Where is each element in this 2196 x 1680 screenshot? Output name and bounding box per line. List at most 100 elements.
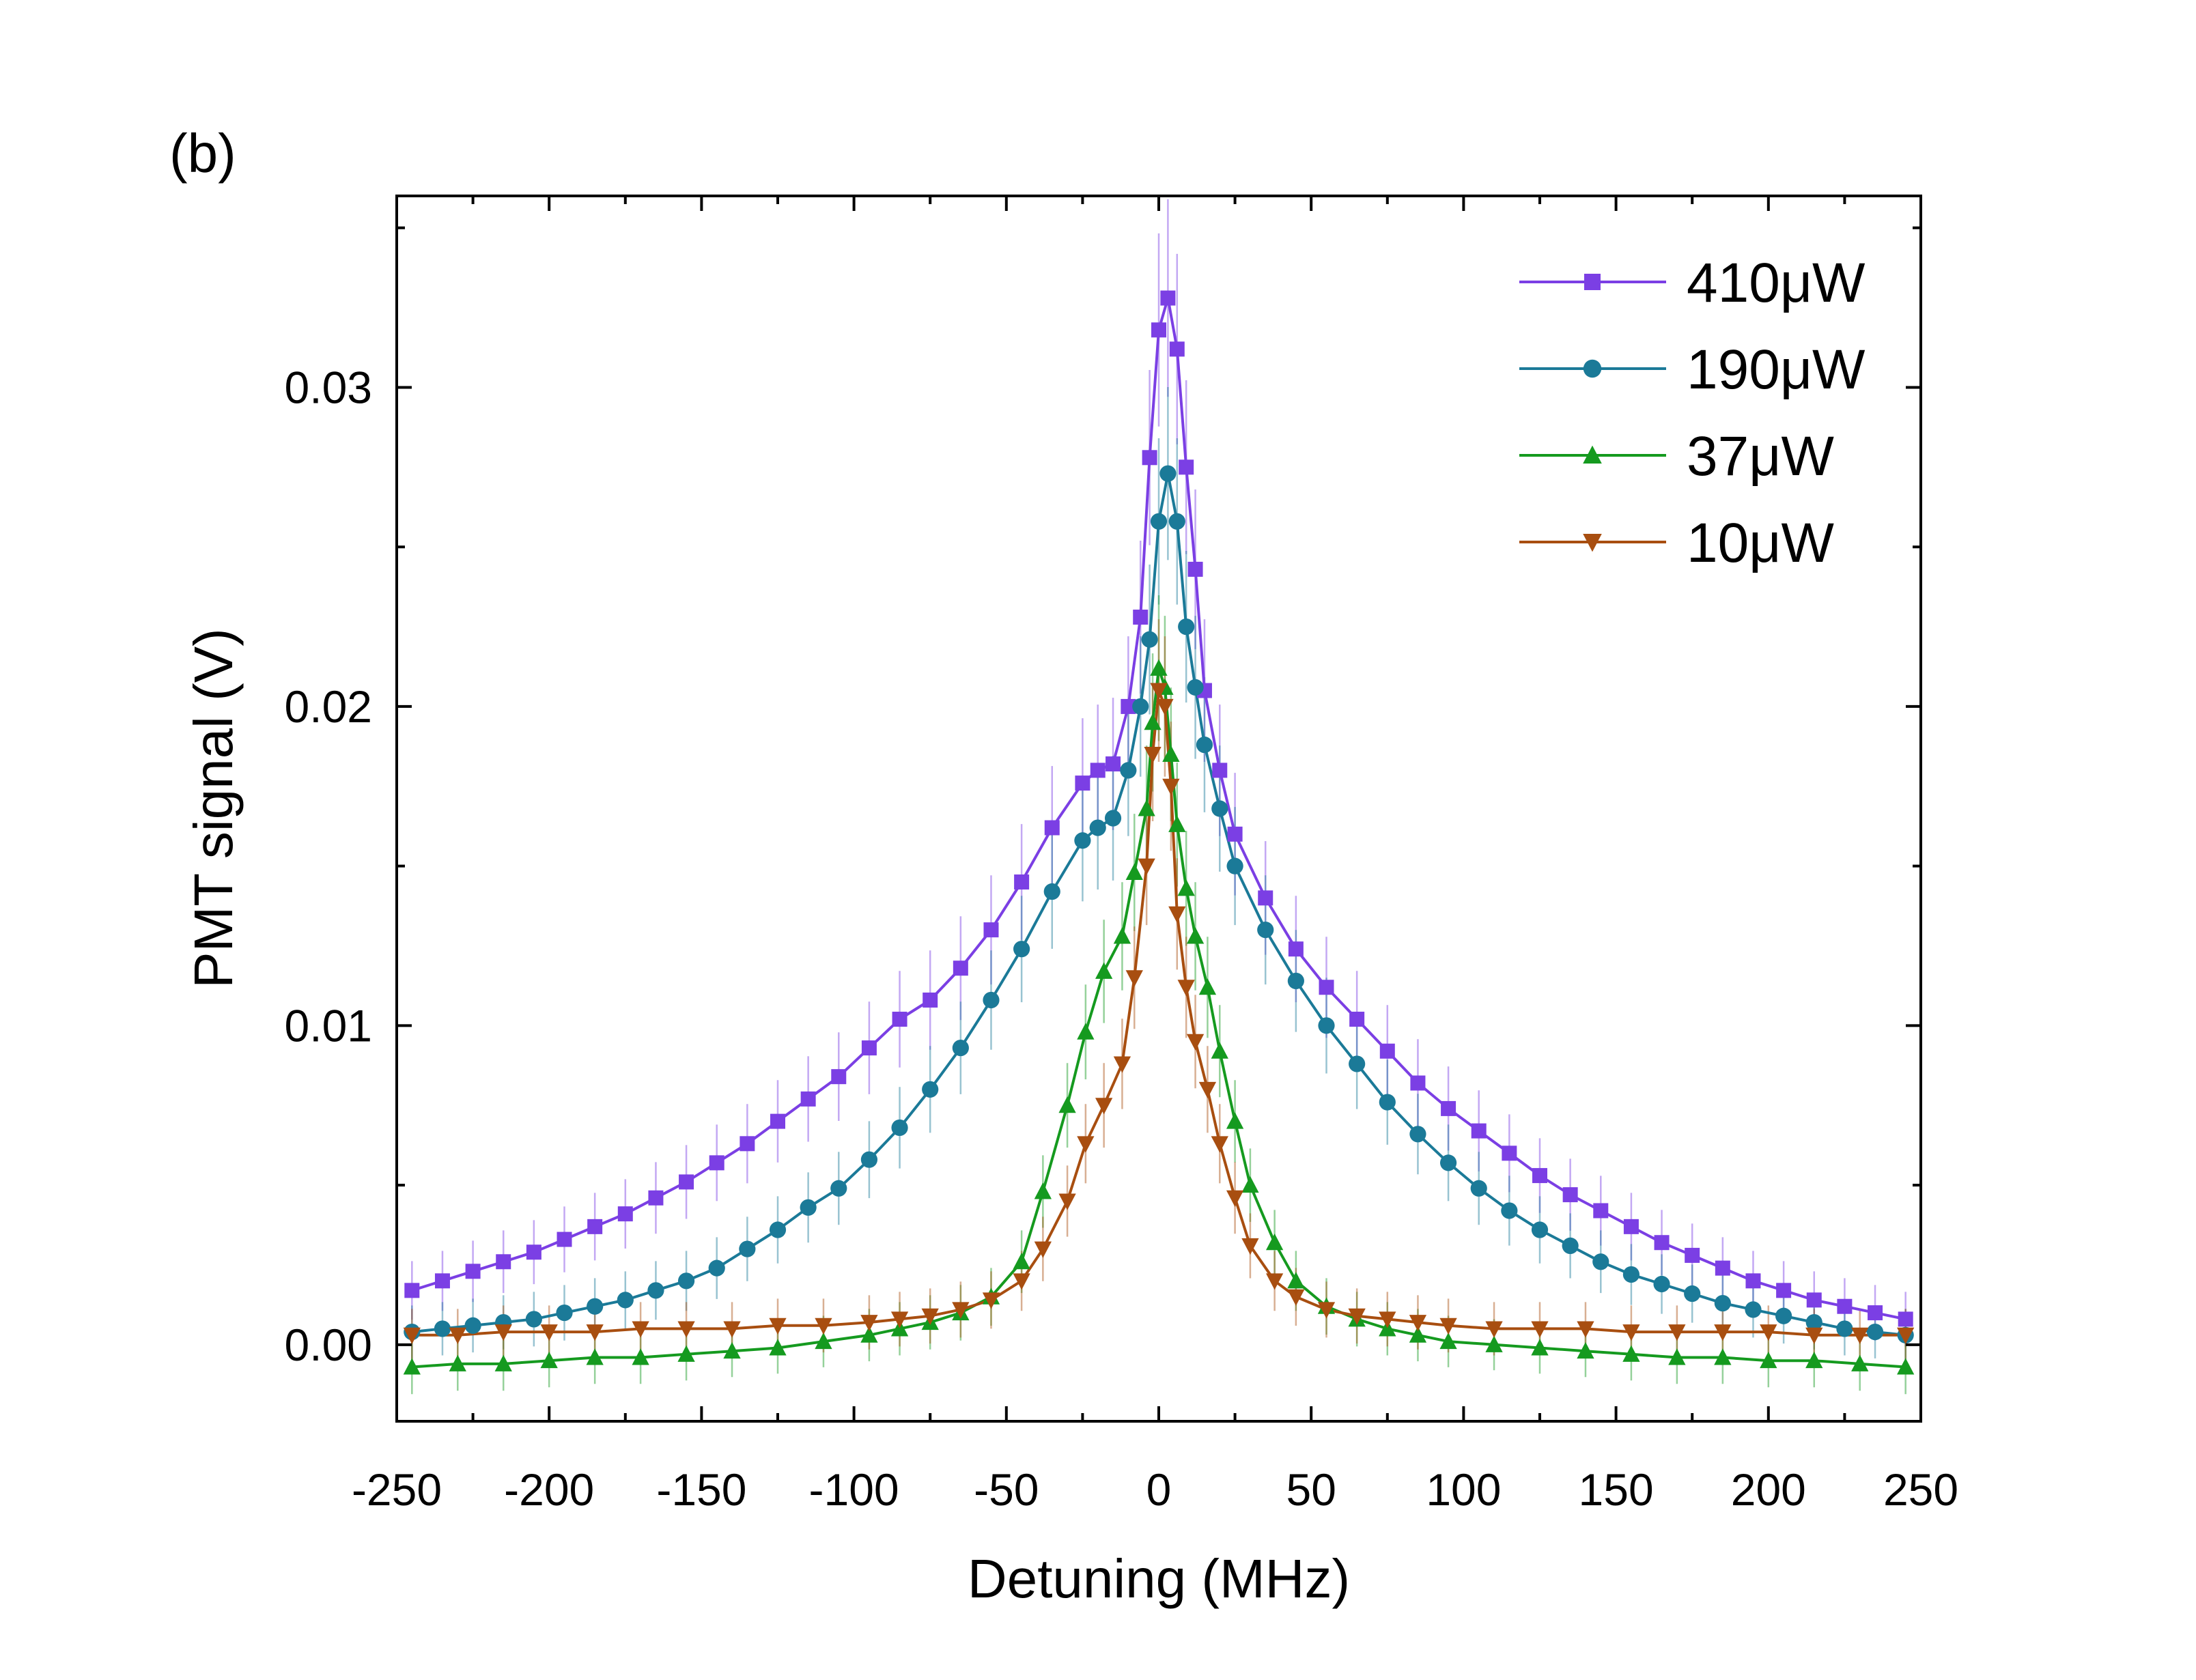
- series-3-point: [815, 1332, 832, 1350]
- series-4-point: [1409, 1315, 1427, 1332]
- series-1-point: [1776, 1283, 1792, 1298]
- series-1-point: [740, 1136, 755, 1152]
- series-3-point: [1577, 1341, 1594, 1359]
- series-3-point: [1851, 1354, 1869, 1371]
- series-1-point: [1142, 450, 1157, 466]
- series-2-point: [1439, 1154, 1457, 1171]
- series-2-point: [1349, 1055, 1366, 1072]
- series-1-point: [831, 1069, 847, 1085]
- series-2-point: [1775, 1307, 1792, 1324]
- series-4-point: [1287, 1289, 1305, 1306]
- series-4-point: [1379, 1311, 1396, 1328]
- series-2-point: [1714, 1294, 1731, 1312]
- series-1-point: [1562, 1187, 1578, 1203]
- series-1-point: [526, 1244, 541, 1260]
- series-4-point: [1805, 1327, 1823, 1344]
- series-4-point: [815, 1318, 832, 1335]
- series-2-point: [1501, 1202, 1518, 1219]
- legend-marker: [1583, 359, 1602, 378]
- series-4-point: [1168, 906, 1186, 923]
- series-2-point: [1074, 832, 1091, 849]
- series-2-point: [1226, 857, 1243, 874]
- series-3-point: [449, 1354, 466, 1371]
- series-2-point: [1211, 800, 1228, 817]
- series-1-point: [953, 960, 968, 976]
- series-1-point: [1898, 1311, 1913, 1327]
- series-1-point: [679, 1174, 694, 1190]
- series-2-point: [1592, 1253, 1609, 1270]
- series-2-point: [1805, 1313, 1822, 1331]
- series-1-point: [1258, 890, 1273, 906]
- series-1-point: [923, 992, 938, 1008]
- series-1-point: [1179, 459, 1194, 475]
- x-tick-label: 200: [1731, 1464, 1806, 1515]
- series-4-point: [1317, 1302, 1336, 1319]
- series-3-point: [1125, 863, 1143, 880]
- series-2-point: [1379, 1094, 1396, 1111]
- series-2-point: [1562, 1237, 1579, 1255]
- series-2-point: [647, 1282, 664, 1299]
- series-2-point: [891, 1119, 908, 1137]
- series-2-point: [1187, 679, 1204, 696]
- series-4-point: [1577, 1321, 1594, 1338]
- series-3-point: [1265, 1234, 1284, 1251]
- series-4-point: [1714, 1324, 1732, 1341]
- series-4-point: [540, 1324, 558, 1341]
- series-1-point: [1090, 763, 1106, 778]
- series-2-point: [1043, 883, 1060, 900]
- y-tick-label: 0.00: [285, 1320, 372, 1370]
- series-2-point: [1178, 618, 1195, 636]
- series-3-point: [1113, 927, 1131, 944]
- series-1-point: [1106, 756, 1121, 772]
- series-3-point: [1485, 1335, 1503, 1352]
- series-4-point: [982, 1292, 1000, 1309]
- series-3-point: [1144, 713, 1162, 730]
- series-2-point: [1622, 1266, 1640, 1283]
- legend-label: 190μW: [1687, 339, 1866, 401]
- series-2-point: [769, 1221, 787, 1238]
- series-2-point: [1531, 1221, 1549, 1238]
- series-2-line: [412, 472, 1906, 1337]
- series-4-point: [1144, 747, 1162, 764]
- series-1-point: [1349, 1012, 1365, 1027]
- series-3-point: [1095, 962, 1113, 979]
- series-2-point: [1257, 922, 1274, 939]
- series-3-point: [1714, 1348, 1732, 1365]
- series-2-point: [708, 1259, 725, 1277]
- series-1-point: [1379, 1043, 1395, 1059]
- series-2-point: [556, 1304, 573, 1322]
- series-4-point: [1162, 778, 1180, 795]
- series-3-point: [1897, 1358, 1915, 1375]
- series-1-point: [1212, 763, 1228, 778]
- legend-label: 10μW: [1687, 512, 1834, 574]
- series-2-point: [1013, 941, 1030, 958]
- series-3-point: [1805, 1351, 1823, 1369]
- series-1-point: [1868, 1305, 1883, 1321]
- series-2-point: [1196, 736, 1213, 754]
- series-1-point: [1151, 322, 1166, 338]
- series-4-point: [860, 1315, 878, 1332]
- series-1-point: [404, 1283, 420, 1298]
- x-tick-label: -250: [352, 1464, 442, 1515]
- series-4-point: [1241, 1238, 1259, 1255]
- y-axis-title: PMT signal (V): [183, 628, 244, 988]
- series-1-point: [1441, 1100, 1456, 1116]
- series-4-point: [890, 1311, 909, 1328]
- series-4-point: [449, 1327, 466, 1344]
- series-3-point: [1034, 1182, 1052, 1199]
- series-2-point: [434, 1320, 451, 1337]
- series-4-point: [632, 1321, 649, 1338]
- series-3-point: [1013, 1253, 1030, 1270]
- series-1-point: [1410, 1075, 1426, 1091]
- series-4-point: [1034, 1241, 1052, 1258]
- series-3-point: [677, 1345, 695, 1362]
- series-4-point: [1851, 1327, 1869, 1344]
- series-4-point: [1622, 1324, 1640, 1341]
- series-1-point: [1623, 1219, 1639, 1234]
- series-3-point: [1186, 927, 1205, 944]
- series-1-point: [434, 1273, 450, 1289]
- series-1-point: [1654, 1235, 1670, 1251]
- series-3-point: [1162, 745, 1180, 763]
- series-1-point: [800, 1091, 816, 1107]
